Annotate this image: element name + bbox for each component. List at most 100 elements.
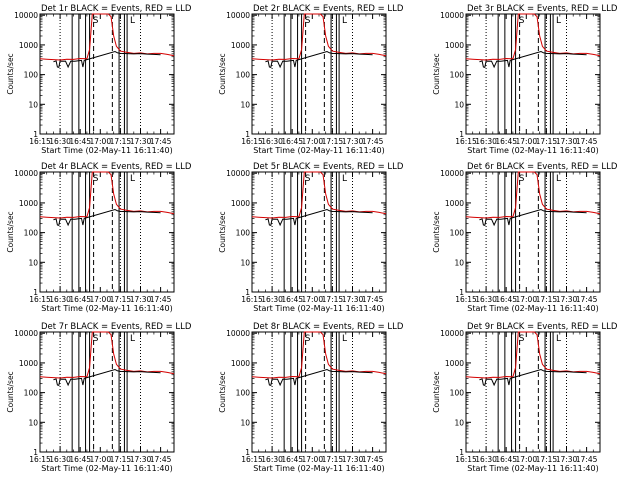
x-tick-label: 17:15 [322,137,344,146]
x-tick-label: 17:00 [301,137,323,146]
annotation-s: S [305,334,311,344]
panel-title: Det 6r BLACK = Events, RED = LLD [467,162,618,172]
y-tick-label: 1000 [445,359,464,368]
x-axis-label: Start Time (02-May-11 16:11:40) [467,464,598,473]
y-tick-label: 10000 [440,169,464,178]
x-axis-label: Start Time (02-May-11 16:11:40) [467,304,598,313]
y-tick-label: 10 [240,100,250,109]
annotation-s: S [93,334,99,344]
y-tick-label: 10 [454,100,464,109]
x-tick-label: 16:45 [281,455,303,464]
annotation-s: S [519,334,525,344]
y-axis-label: Counts/sec [6,371,15,412]
series-line-events [53,50,161,69]
y-tick-label: 10000 [14,11,38,20]
annotation-s: S [519,174,525,184]
x-tick-label: 16:15 [241,295,263,304]
y-axis-label: Counts/sec [432,53,441,94]
series-line-events [53,368,161,387]
x-tick-label: 17:30 [342,455,364,464]
x-axis-label: Start Time (02-May-11 16:11:40) [253,464,384,473]
annotation-l: L [342,16,347,26]
y-tick-label: 1 [459,448,464,457]
x-tick-label: 17:15 [322,295,344,304]
y-tick-label: 10 [240,418,250,427]
y-axis-label: Counts/sec [6,53,15,94]
x-tick-label: 17:00 [301,455,323,464]
y-tick-label: 10000 [14,329,38,338]
y-tick-label: 100 [24,389,39,398]
x-tick-label: 17:30 [556,295,578,304]
x-tick-label: 17:15 [110,137,132,146]
y-tick-label: 1 [33,448,38,457]
y-tick-label: 100 [24,229,39,238]
y-tick-label: 1000 [19,359,38,368]
y-tick-label: 100 [236,389,251,398]
y-tick-label: 10 [454,418,464,427]
x-tick-label: 16:30 [261,455,283,464]
y-tick-label: 100 [450,71,465,80]
y-axis-label: Counts/sec [432,211,441,252]
x-tick-label: 17:15 [110,295,132,304]
x-tick-label: 17:15 [322,455,344,464]
y-tick-label: 1 [459,130,464,139]
x-tick-label: 16:15 [455,137,477,146]
y-axis-label: Counts/sec [218,53,227,94]
x-tick-label: 16:15 [455,295,477,304]
y-axis-label: Counts/sec [6,211,15,252]
y-tick-label: 1000 [19,199,38,208]
annotation-l: L [556,16,561,26]
y-tick-label: 10000 [440,329,464,338]
annotation-l: L [556,174,561,184]
y-tick-label: 10000 [226,169,250,178]
y-tick-label: 100 [236,71,251,80]
x-tick-label: 16:45 [69,455,91,464]
y-tick-label: 1 [245,288,250,297]
x-tick-label: 17:45 [362,455,384,464]
x-axis-label: Start Time (02-May-11 16:11:40) [41,146,172,155]
x-tick-label: 16:30 [475,137,497,146]
y-tick-label: 10 [454,258,464,267]
x-tick-label: 16:45 [495,455,517,464]
y-tick-label: 1 [459,288,464,297]
x-axis-label: Start Time (02-May-11 16:11:40) [253,304,384,313]
y-axis-label: Counts/sec [432,371,441,412]
y-tick-label: 1000 [231,41,250,50]
x-tick-label: 17:30 [556,137,578,146]
x-tick-label: 16:15 [455,455,477,464]
x-axis-label: Start Time (02-May-11 16:11:40) [467,146,598,155]
x-tick-label: 17:30 [130,295,152,304]
y-tick-label: 10 [28,100,38,109]
x-tick-label: 16:45 [69,295,91,304]
x-tick-label: 17:00 [515,137,537,146]
x-tick-label: 17:45 [576,137,598,146]
x-axis-label: Start Time (02-May-11 16:11:40) [41,304,172,313]
x-tick-label: 17:30 [342,295,364,304]
x-tick-label: 17:15 [536,137,558,146]
x-tick-label: 16:30 [49,455,71,464]
annotation-l: L [342,174,347,184]
annotation-l: L [342,334,347,344]
x-tick-label: 16:15 [29,137,51,146]
x-tick-label: 17:00 [89,295,111,304]
y-tick-label: 10000 [440,11,464,20]
series-line-events [479,50,587,69]
y-axis-label: Counts/sec [218,371,227,412]
y-tick-label: 1000 [231,199,250,208]
x-tick-label: 16:45 [281,137,303,146]
annotation-l: L [130,174,135,184]
y-tick-label: 1000 [231,359,250,368]
x-tick-label: 17:00 [515,455,537,464]
x-tick-label: 16:30 [49,295,71,304]
x-tick-label: 17:45 [150,295,172,304]
panel-title: Det 9r BLACK = Events, RED = LLD [467,322,618,332]
x-tick-label: 17:00 [89,137,111,146]
y-tick-label: 100 [450,229,465,238]
annotation-s: S [519,16,525,26]
panel-title: Det 8r BLACK = Events, RED = LLD [253,322,404,332]
x-tick-label: 17:00 [89,455,111,464]
annotation-l: L [130,334,135,344]
x-tick-label: 17:00 [515,295,537,304]
